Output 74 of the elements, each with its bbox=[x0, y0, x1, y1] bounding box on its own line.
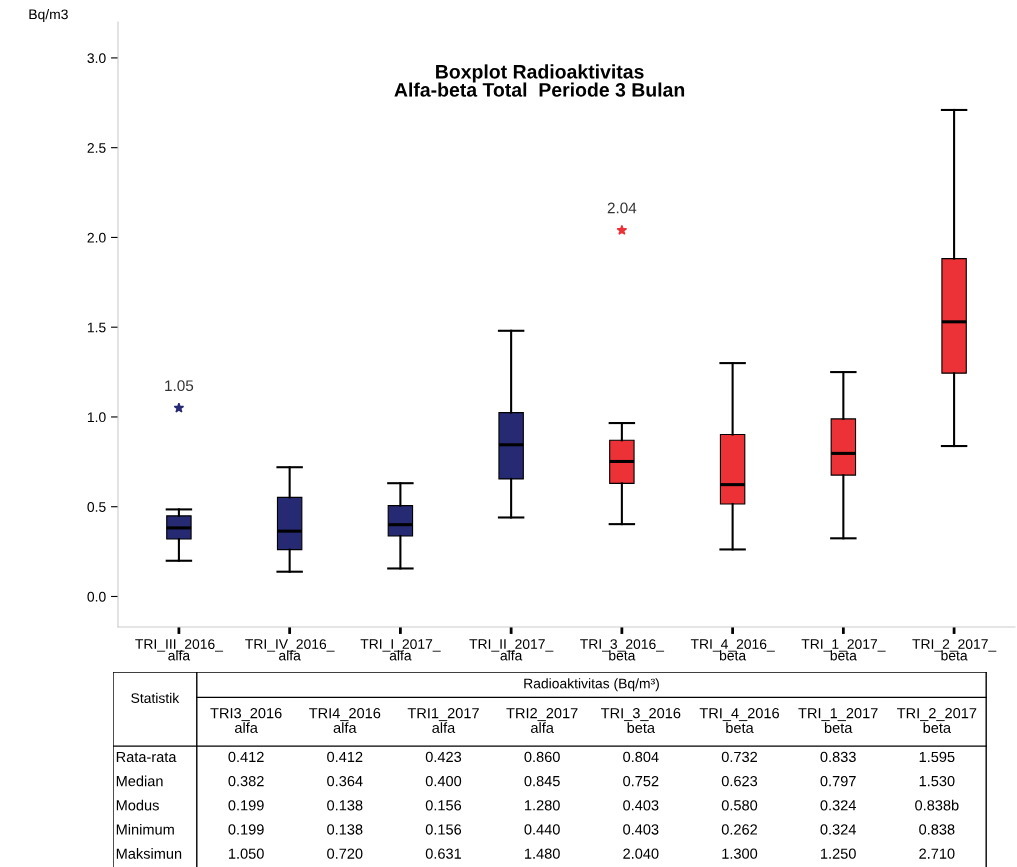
text: 1.280 bbox=[525, 800, 560, 811]
text: 1.530 bbox=[919, 775, 955, 787]
text: 0.440 bbox=[524, 824, 560, 835]
text: 0.838 bbox=[919, 824, 955, 835]
x-tick-label: TRI_4_2016_ beta bbox=[690, 639, 775, 661]
text: Boxplot Radioaktivitas Alfa-beta Total Periode 3 Bulan bbox=[394, 64, 685, 97]
category-label: Minimum bbox=[116, 823, 174, 835]
text: 0.412 bbox=[228, 751, 264, 763]
text: 0.156 bbox=[425, 824, 462, 835]
text: 2.040 bbox=[623, 848, 659, 859]
x-tick-label: TRI_IV_2016_ alfa bbox=[245, 639, 335, 661]
y-axis-title: Bq/m3 bbox=[29, 9, 68, 22]
category-label: TRI3_2016 alfa bbox=[210, 707, 282, 733]
category-label: Maksimun bbox=[116, 848, 182, 859]
text: 1.250 bbox=[821, 848, 856, 859]
text: 0.797 bbox=[820, 775, 856, 787]
text: 0.364 bbox=[327, 775, 363, 787]
text: 0.262 bbox=[721, 824, 758, 835]
text: 0.845 bbox=[524, 775, 560, 787]
text: 0.720 bbox=[327, 848, 363, 859]
text: 1.300 bbox=[722, 848, 758, 859]
x-tick-label: TRI_2_2017_ beta bbox=[912, 639, 997, 661]
text: 0.324 bbox=[820, 800, 856, 811]
text: 0.833 bbox=[820, 751, 856, 763]
text: 0.838b bbox=[915, 799, 959, 811]
x-tick-label: TRI_1_2017_ beta bbox=[801, 639, 886, 661]
y-tick-label: 0.5 bbox=[87, 502, 106, 512]
category-label: TRI_2_2017 beta bbox=[897, 707, 977, 733]
annotation: 2.04 bbox=[607, 202, 637, 214]
y-tick-label: 2.0 bbox=[87, 232, 106, 243]
category-label: TRI_1_2017 beta bbox=[798, 707, 878, 733]
category-label: TRI2_2017 alfa bbox=[506, 707, 578, 733]
text: 1.480 bbox=[525, 848, 560, 859]
text: 0.138 bbox=[327, 824, 363, 835]
y-tick-label: 1.5 bbox=[87, 322, 106, 333]
y-tick-label: 0.0 bbox=[87, 591, 106, 602]
text: 1.050 bbox=[228, 848, 264, 859]
text: 0.631 bbox=[425, 848, 462, 859]
text: 0.400 bbox=[425, 775, 462, 787]
text: 0.156 bbox=[425, 800, 462, 811]
text: 0.403 bbox=[623, 800, 659, 811]
text: 0.732 bbox=[721, 751, 758, 763]
text: 0.623 bbox=[721, 775, 758, 787]
y-tick-label: 3.0 bbox=[87, 53, 106, 64]
text: 0.423 bbox=[425, 751, 462, 763]
y-tick-label: 1.0 bbox=[87, 412, 106, 423]
text: 0.752 bbox=[623, 775, 659, 787]
x-tick-label: TRI_III_2016_ alfa bbox=[135, 639, 224, 661]
category-label: TRI_3_2016 beta bbox=[601, 707, 681, 733]
category-label: TRI4_2016 alfa bbox=[309, 707, 381, 733]
category-label: Rata-rata bbox=[116, 751, 177, 763]
x-tick-label: TRI_II_2017_ alfa bbox=[469, 639, 554, 661]
category-label: Modus bbox=[116, 799, 159, 811]
y-tick-label: 2.5 bbox=[87, 143, 106, 153]
text: Radioaktivitas (Bq/m³) bbox=[524, 678, 659, 692]
text: 0.324 bbox=[820, 824, 856, 835]
text: 0.382 bbox=[228, 775, 264, 787]
text: 0.860 bbox=[524, 751, 560, 763]
text: 0.412 bbox=[327, 751, 363, 763]
category-label: Median bbox=[116, 775, 163, 787]
category-label: TRI_4_2016 beta bbox=[699, 707, 779, 733]
text: 0.199 bbox=[228, 824, 264, 835]
text: 1.595 bbox=[919, 751, 955, 763]
text: Statistik bbox=[131, 692, 180, 704]
text: 0.138 bbox=[327, 800, 363, 811]
annotation: 1.05 bbox=[165, 380, 194, 392]
x-tick-label: TRI_3_2016_ beta bbox=[580, 639, 665, 661]
text: 0.199 bbox=[228, 800, 264, 811]
x-tick-label: TRI_I_2017_ alfa bbox=[360, 639, 441, 661]
category-label: TRI1_2017 alfa bbox=[407, 707, 479, 733]
text: 0.804 bbox=[623, 751, 659, 763]
text: 0.403 bbox=[623, 824, 659, 835]
text: 2.710 bbox=[919, 848, 955, 859]
text: 0.580 bbox=[721, 800, 758, 811]
